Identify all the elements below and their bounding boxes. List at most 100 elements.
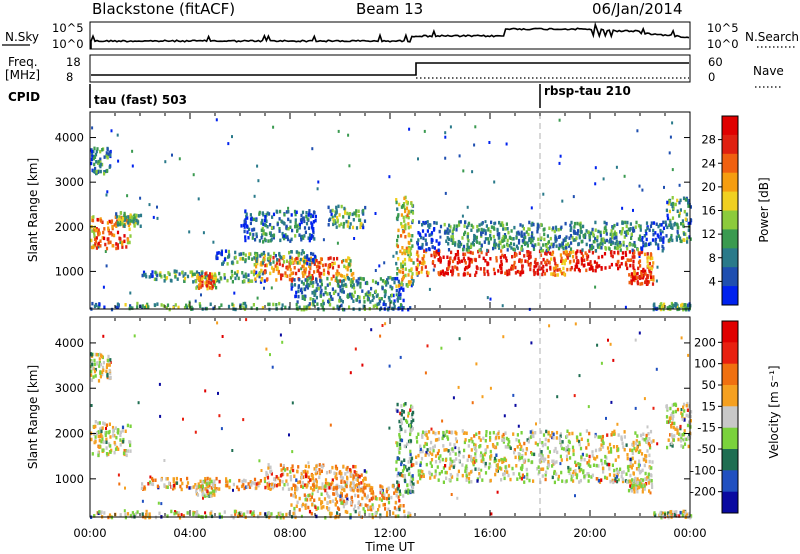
echo-region-13-mark [590, 244, 594, 249]
echo-region-7-mark [553, 461, 556, 465]
echo-region-5-mark [253, 263, 256, 267]
echo-region-2-mark [251, 480, 254, 485]
echo-region-7-mark [625, 443, 628, 447]
echo-region-13-mark [476, 229, 479, 233]
echo-region-13-mark [447, 242, 450, 246]
echo-region-9-mark [687, 444, 690, 449]
echo-region-4-mark [306, 470, 309, 474]
echo-region-11-mark [452, 268, 455, 273]
echo-region-6-mark [410, 459, 413, 464]
echo-region-13-mark [557, 228, 560, 232]
echo-region-7-mark [523, 441, 526, 446]
echo-region-12-mark [611, 254, 614, 259]
echo-region-9-mark [685, 403, 688, 408]
echo-region-7-mark [571, 431, 574, 436]
echo-region-11-mark [505, 269, 508, 274]
echo-region-12-mark [580, 262, 583, 266]
echo-region-5-mark [395, 507, 398, 512]
echo-region-11-mark [529, 264, 532, 268]
echo-region-13-mark [523, 237, 526, 241]
echo-region-0-mark [101, 437, 104, 441]
echo-region-13-mark [605, 229, 608, 233]
echo-region-7-mark [531, 434, 534, 438]
echo-region-0-mark [122, 439, 125, 444]
noise-echo-mark [381, 324, 384, 327]
echo-region-13-mark [626, 231, 630, 235]
echo-region-7-mark [429, 461, 432, 465]
echo-region-15-mark [676, 225, 679, 230]
echo-region-3-mark [206, 489, 209, 493]
noise-echo-mark [378, 264, 381, 268]
echo-region-3-mark [201, 484, 204, 489]
echo-region-3-mark [218, 279, 221, 284]
echo-region-16-mark [391, 306, 394, 311]
echo-region-7-mark [502, 438, 506, 442]
echo-region-11-mark [506, 272, 509, 277]
echo-region-13-mark [528, 236, 531, 241]
echo-region-5-mark [304, 497, 307, 502]
echo-region-11-mark [522, 270, 525, 274]
echo-region-13-mark [652, 232, 655, 237]
echo-region-13-mark [451, 234, 454, 239]
echo-region-11-mark [446, 271, 449, 275]
echo-region-8-mark [632, 478, 635, 483]
echo-region-12-mark [650, 267, 653, 271]
echo-region-7-mark [527, 440, 530, 444]
noise-echo-mark [216, 321, 219, 325]
echo-region-11-mark [495, 256, 498, 260]
echo-region-13-mark [487, 241, 490, 245]
echo-region-5-mark [323, 272, 326, 276]
echo-region-7-mark [281, 235, 285, 239]
echo-region-9-mark [669, 416, 672, 420]
echo-region-17-mark [666, 306, 669, 310]
echo-region-7-mark [463, 448, 466, 453]
echo-region-11-mark [529, 251, 532, 255]
echo-region-8-mark [651, 485, 654, 489]
echo-region-0-mark [129, 443, 132, 448]
echo-region-9-mark [374, 289, 377, 294]
echo-region-13-mark [466, 236, 469, 241]
echo-region-6-mark [301, 249, 304, 253]
echo-region-13-mark [417, 231, 420, 235]
echo-region-6-mark [254, 251, 257, 256]
echo-region-15-mark [673, 221, 677, 226]
echo-region-5-mark [322, 268, 326, 273]
echo-region-7-mark [521, 448, 525, 453]
echo-region-10-mark [400, 281, 403, 285]
echo-region-4-mark [318, 463, 321, 467]
echo-region-7-mark [578, 480, 581, 484]
echo-region-0-mark [96, 228, 99, 233]
echo-region-7-mark [284, 233, 287, 237]
echo-region-8-mark [357, 209, 360, 213]
echo-region-2-mark [172, 479, 175, 484]
echo-region-2-mark [93, 162, 96, 167]
echo-region-0-mark [97, 434, 100, 438]
echo-region-0-mark [107, 452, 110, 456]
echo-region-0-mark [116, 246, 120, 250]
echo-region-6-mark [303, 260, 306, 264]
echo-region-7-mark [496, 442, 499, 446]
echo-region-5-mark [327, 263, 330, 268]
echo-region-12-mark [582, 264, 585, 268]
echo-region-5-mark [269, 271, 272, 276]
echo-region-9-mark [679, 439, 683, 443]
echo-region-7-mark [252, 232, 255, 237]
echo-region-5-mark [345, 265, 348, 270]
noise-echo-mark [408, 127, 411, 131]
echo-region-2-mark [277, 476, 280, 481]
echo-region-9-mark [350, 283, 353, 288]
echo-region-6-mark [256, 252, 259, 256]
echo-region-11-mark [477, 249, 480, 254]
echo-region-4-mark [201, 283, 204, 288]
echo-region-13-mark [484, 231, 487, 236]
echo-region-12-mark [639, 264, 642, 268]
echo-region-16-mark [348, 305, 351, 309]
echo-region-10-mark [354, 509, 357, 514]
echo-region-10-mark [395, 198, 398, 202]
echo-region-11-mark [422, 262, 425, 266]
noise-echo-mark [502, 335, 505, 339]
noise-echo-mark [91, 126, 94, 130]
echo-region-13-mark [564, 221, 567, 226]
echo-region-0-mark [115, 435, 118, 440]
echo-region-10-mark [158, 511, 161, 516]
